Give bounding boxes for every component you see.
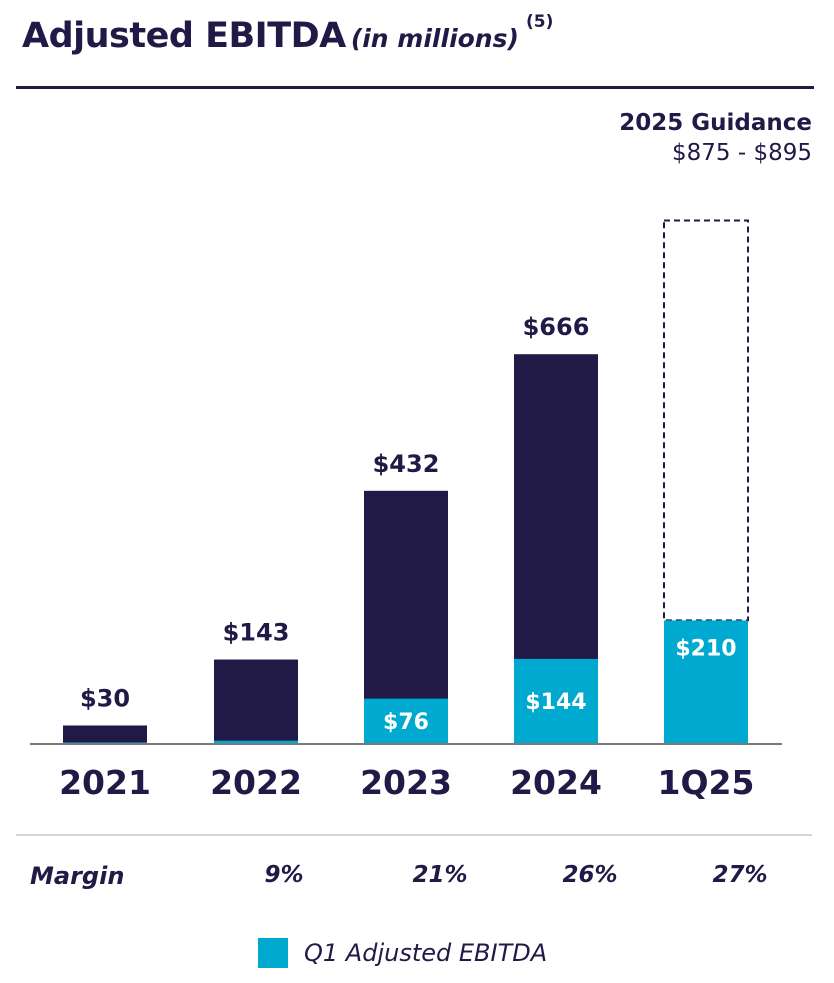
title-units: (in millions) xyxy=(350,24,519,53)
margin-row: Margin 9% 21% 26% 27% xyxy=(0,862,834,896)
x-tick-label: 1Q25 xyxy=(658,763,755,802)
x-tick-label: 2024 xyxy=(510,763,602,802)
bar-q1-2022 xyxy=(214,740,298,743)
data-label-q1: $210 xyxy=(675,636,736,661)
divider xyxy=(16,834,812,836)
bar-chart: $30 2021 $143 2022 $432 $76 2023 $666 $144 2024 $2… xyxy=(30,219,782,802)
data-label-annual: $30 xyxy=(80,684,130,712)
chart-title: Adjusted EBITDA (in millions) (5) xyxy=(22,12,553,56)
bar-guidance-outline xyxy=(663,219,749,622)
data-label-q1: $144 xyxy=(525,690,586,715)
data-label-annual: $432 xyxy=(373,450,440,478)
guidance-title: 2025 Guidance xyxy=(619,110,812,136)
bar-annual-2021 xyxy=(63,725,147,743)
x-tick-label: 2022 xyxy=(210,763,302,802)
guidance-range: $875 - $895 xyxy=(672,140,812,166)
data-label-q1: $76 xyxy=(383,710,429,735)
x-tick-label: 2021 xyxy=(59,763,151,802)
legend: Q1 Adjusted EBITDA xyxy=(258,938,547,968)
margin-value: 21% xyxy=(412,862,468,888)
data-label-annual: $666 xyxy=(523,313,590,341)
legend-swatch-q1 xyxy=(258,938,288,968)
margin-label: Margin xyxy=(30,862,125,890)
title-main: Adjusted EBITDA xyxy=(22,16,346,56)
x-tick-label: 2023 xyxy=(360,763,452,802)
margin-value: 27% xyxy=(712,862,768,888)
margin-value: 26% xyxy=(562,862,618,888)
bar-q1-2024 xyxy=(514,658,598,743)
title-footnote: (5) xyxy=(526,12,554,32)
bar-q1-1q25 xyxy=(664,620,748,743)
bar-q1-2023 xyxy=(364,698,448,743)
guidance-callout: 2025 Guidance $875 - $895 xyxy=(619,110,812,166)
margin-value: 9% xyxy=(264,862,304,888)
bar-annual-2022 xyxy=(214,659,298,743)
legend-label-q1: Q1 Adjusted EBITDA xyxy=(304,939,548,967)
bar-q1-2021 xyxy=(63,742,147,743)
data-label-annual: $143 xyxy=(223,619,290,647)
title-rule xyxy=(16,86,814,89)
